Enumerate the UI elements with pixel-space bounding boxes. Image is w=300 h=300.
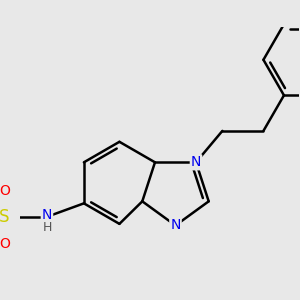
Text: H: H <box>42 221 52 234</box>
Text: S: S <box>0 208 10 226</box>
Text: O: O <box>0 237 10 251</box>
Text: O: O <box>0 184 10 198</box>
Text: N: N <box>191 155 201 169</box>
Text: N: N <box>170 218 181 233</box>
Text: N: N <box>42 208 52 222</box>
